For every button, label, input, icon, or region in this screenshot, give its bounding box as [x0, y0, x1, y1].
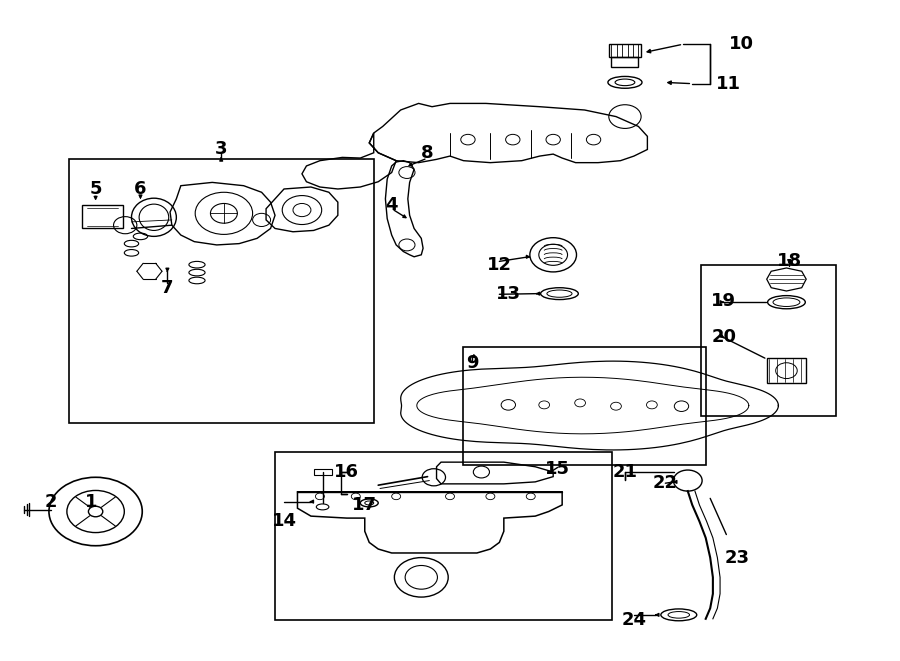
Text: 7: 7	[161, 279, 174, 297]
Bar	[767, 358, 806, 383]
Text: 22: 22	[652, 474, 678, 492]
Text: 11: 11	[716, 75, 741, 93]
Text: 2: 2	[44, 492, 57, 511]
Text: 24: 24	[621, 611, 646, 629]
Text: 20: 20	[711, 328, 736, 346]
Bar	[275, 452, 611, 620]
Bar	[701, 264, 836, 416]
Text: 19: 19	[711, 292, 736, 310]
Text: 5: 5	[89, 180, 102, 198]
Text: 6: 6	[134, 180, 147, 198]
Text: 13: 13	[496, 286, 521, 303]
Text: 15: 15	[545, 460, 571, 478]
Text: 3: 3	[215, 141, 228, 159]
Text: 14: 14	[272, 512, 296, 530]
Text: 1: 1	[85, 492, 97, 511]
Text: 9: 9	[466, 354, 479, 372]
Text: 12: 12	[487, 256, 512, 274]
Text: 17: 17	[352, 496, 377, 514]
Text: 4: 4	[385, 196, 398, 214]
Text: 23: 23	[724, 549, 750, 566]
Bar	[313, 469, 331, 475]
Bar	[611, 57, 638, 67]
Bar	[68, 159, 373, 422]
Text: 8: 8	[421, 144, 434, 162]
Text: 16: 16	[334, 463, 359, 481]
Text: 21: 21	[613, 463, 637, 481]
Text: 10: 10	[729, 35, 754, 53]
Text: 18: 18	[777, 253, 802, 270]
Bar	[464, 347, 706, 465]
